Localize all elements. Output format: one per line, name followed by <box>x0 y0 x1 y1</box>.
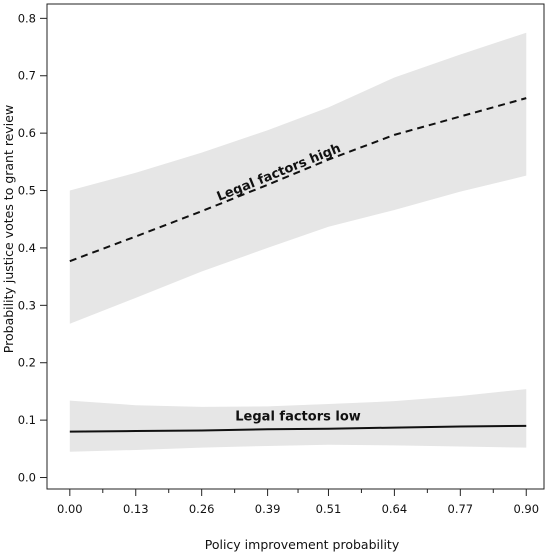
x-tick-label: 0.64 <box>382 502 408 516</box>
x-tick-label: 0.00 <box>57 502 83 516</box>
y-tick-label: 0.7 <box>18 69 36 83</box>
y-axis-title: Probability justice votes to grant revie… <box>1 105 16 353</box>
y-tick-label: 0.2 <box>18 356 36 370</box>
series-lines <box>69 97 527 433</box>
y-tick-label: 0.8 <box>18 11 36 25</box>
y-axis-ticks: 0.0 0.1 0.2 0.3 0.4 0.5 0.6 0.7 0.8 <box>18 11 47 485</box>
series-line-high <box>69 97 527 263</box>
x-tick-label: 0.77 <box>448 502 474 516</box>
plot-frame <box>46 3 545 490</box>
series-label-low: Legal factors low <box>235 410 361 425</box>
x-tick-label: 0.90 <box>513 502 539 516</box>
y-tick-label: 0.1 <box>18 413 36 427</box>
series-line-low <box>69 424 527 433</box>
x-tick-label: 0.51 <box>316 502 342 516</box>
y-tick-label: 0.6 <box>18 126 36 140</box>
y-tick-label: 0.5 <box>18 184 36 198</box>
x-axis-title: Policy improvement probability <box>205 537 400 552</box>
x-tick-label: 0.13 <box>123 502 149 516</box>
ci-band-high <box>69 32 527 324</box>
ci-band-low <box>69 389 527 452</box>
x-tick-label: 0.26 <box>189 502 215 516</box>
x-axis-ticks: 0.00 0.13 0.26 0.39 0.51 0.64 0.77 0.90 <box>57 489 539 516</box>
y-tick-label: 0.4 <box>18 241 36 255</box>
x-tick-label: 0.39 <box>255 502 281 516</box>
y-tick-label: 0.3 <box>18 298 36 312</box>
y-tick-label: 0.0 <box>18 471 36 485</box>
confidence-bands <box>69 32 527 452</box>
